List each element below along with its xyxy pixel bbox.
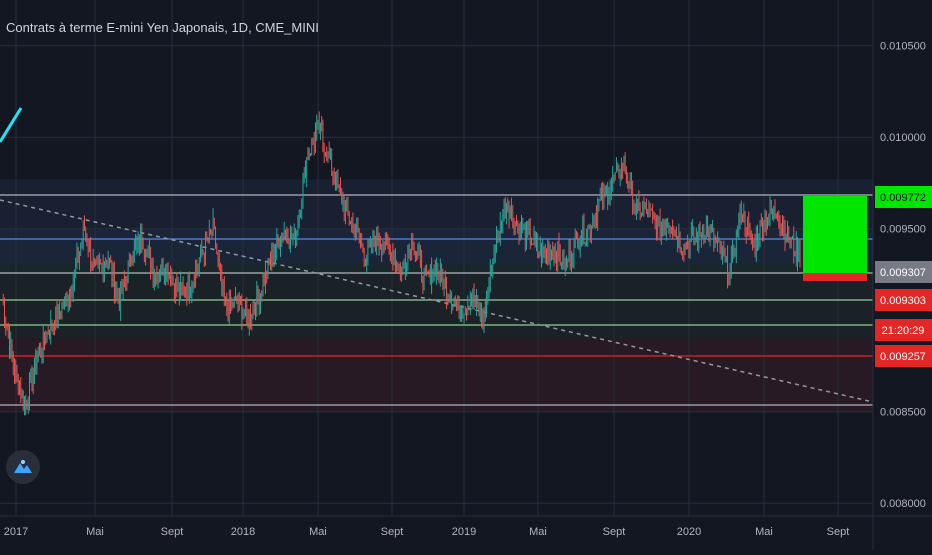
x-tick-label: 2017 — [4, 526, 28, 538]
y-tick-label: 0.010500 — [880, 41, 926, 53]
price-badge — [875, 289, 932, 311]
price-badge-label: 0.009303 — [880, 295, 926, 307]
price-badge — [875, 319, 932, 341]
price-badge-label: 0.009307 — [880, 267, 926, 279]
target-box — [803, 196, 867, 273]
x-tick-label: 2018 — [231, 526, 255, 538]
y-tick-label: 0.010000 — [880, 132, 926, 144]
price-badge-label: 0.009772 — [880, 192, 926, 204]
x-tick-label: Mai — [755, 526, 773, 538]
price-badge — [875, 261, 932, 283]
price-badge — [875, 345, 932, 367]
x-tick-label: Mai — [86, 526, 104, 538]
x-tick-label: Sept — [381, 526, 404, 538]
x-tick-label: 2019 — [452, 526, 476, 538]
x-tick-label: Sept — [603, 526, 626, 538]
price-badge — [875, 186, 932, 208]
tradingview-logo-icon[interactable] — [6, 450, 40, 484]
y-tick-label: 0.009500 — [880, 224, 926, 236]
chart-title: Contrats à terme E-mini Yen Japonais, 1D… — [6, 20, 319, 35]
stop-box — [803, 273, 867, 281]
trend-line-dashed — [0, 199, 874, 403]
y-tick-label: 0.008000 — [880, 498, 926, 510]
x-tick-label: Mai — [309, 526, 327, 538]
y-tick-label: 0.008500 — [880, 407, 926, 419]
trend-line-cyan — [0, 107, 23, 143]
price-badge-label: 21:20:29 — [882, 325, 925, 337]
zone-red — [0, 338, 873, 412]
zone-resistance — [0, 179, 873, 229]
x-tick-label: 2020 — [677, 526, 701, 538]
price-badge-label: 0.009257 — [880, 351, 926, 363]
x-tick-label: Sept — [161, 526, 184, 538]
x-tick-label: Mai — [529, 526, 547, 538]
x-tick-label: Sept — [827, 526, 850, 538]
